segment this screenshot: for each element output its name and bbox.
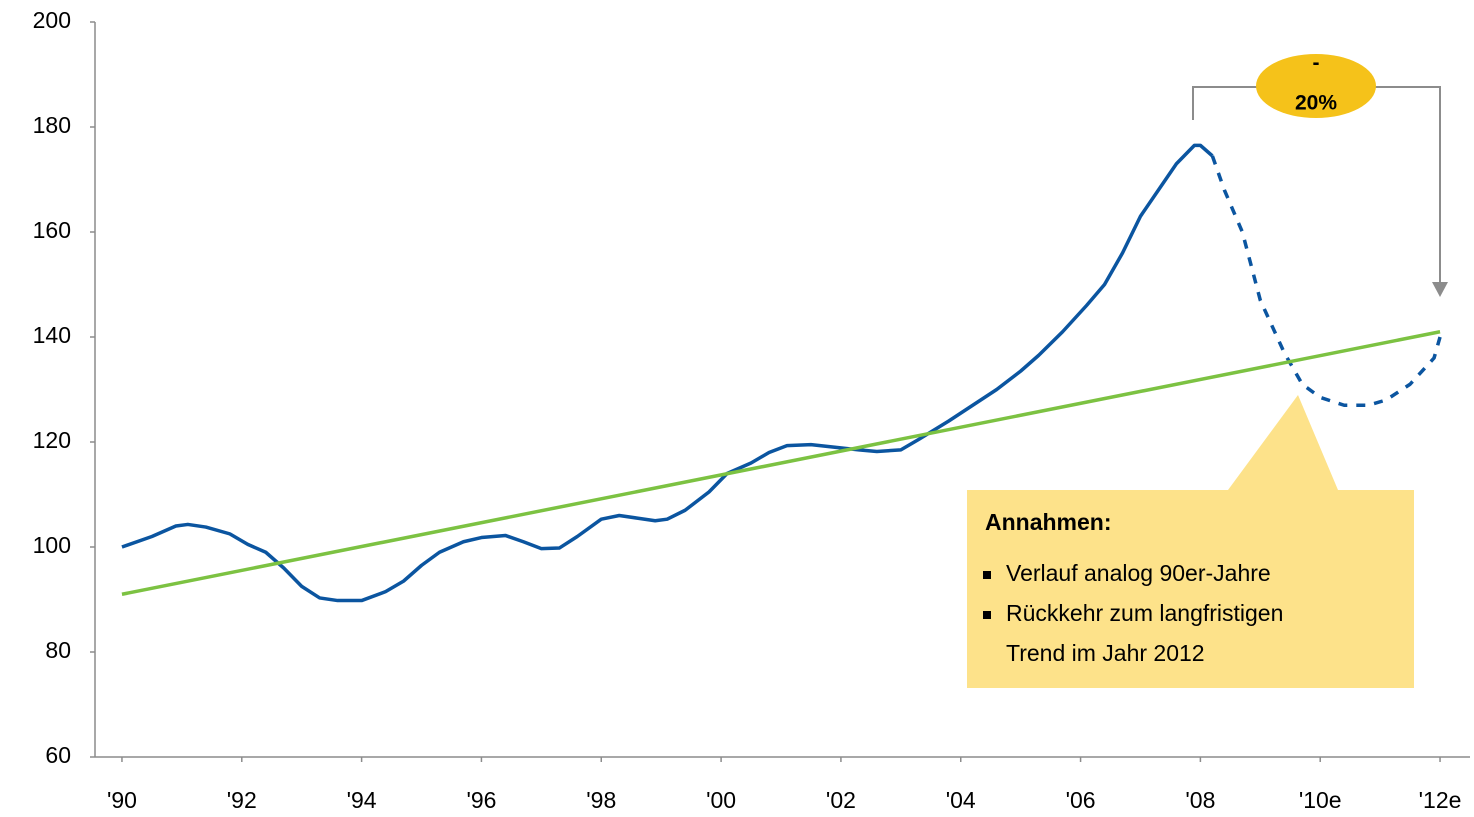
change-label: 20%	[1295, 92, 1337, 115]
x-tick-label: '90	[107, 787, 137, 813]
x-tick-label: '10e	[1299, 787, 1342, 813]
arrow-head	[1432, 282, 1448, 297]
y-tick-label: 120	[33, 427, 71, 453]
x-tick-label: '94	[347, 787, 377, 813]
data-line	[121, 330, 1441, 596]
y-tick-label: 160	[33, 217, 71, 243]
box-title: Annahmen:	[985, 509, 1112, 535]
change-label: -	[1313, 52, 1320, 75]
x-tick-label: '06	[1066, 787, 1096, 813]
y-tick-label: 60	[45, 742, 71, 768]
bullet-text: Trend im Jahr 2012	[1006, 640, 1205, 666]
x-tick-label: '98	[586, 787, 616, 813]
x-tick-label: '00	[706, 787, 736, 813]
bullet-text: Verlauf analog 90er-Jahre	[1006, 560, 1271, 586]
change-badge	[1256, 54, 1376, 118]
x-tick-label: '02	[826, 787, 856, 813]
x-tick-label: '12e	[1419, 787, 1462, 813]
x-tick-label: '96	[466, 787, 496, 813]
y-tick-label: 200	[33, 7, 71, 33]
x-tick-label: '92	[227, 787, 257, 813]
bullet	[983, 571, 991, 579]
y-tick-label: 140	[33, 322, 71, 348]
y-tick-label: 100	[33, 532, 71, 558]
data-line	[1210, 155, 1442, 407]
bullet	[983, 611, 991, 619]
bullet-text: Rückkehr zum langfristigen	[1006, 600, 1283, 626]
x-tick-label: '04	[946, 787, 976, 813]
data-line	[121, 143, 1214, 603]
y-tick-label: 80	[45, 637, 71, 663]
callout-box	[967, 395, 1414, 688]
y-tick-label: 180	[33, 112, 71, 138]
x-tick-label: '08	[1185, 787, 1215, 813]
